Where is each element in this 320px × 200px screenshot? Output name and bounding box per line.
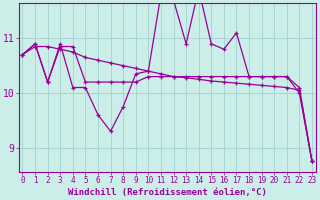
X-axis label: Windchill (Refroidissement éolien,°C): Windchill (Refroidissement éolien,°C) xyxy=(68,188,267,197)
